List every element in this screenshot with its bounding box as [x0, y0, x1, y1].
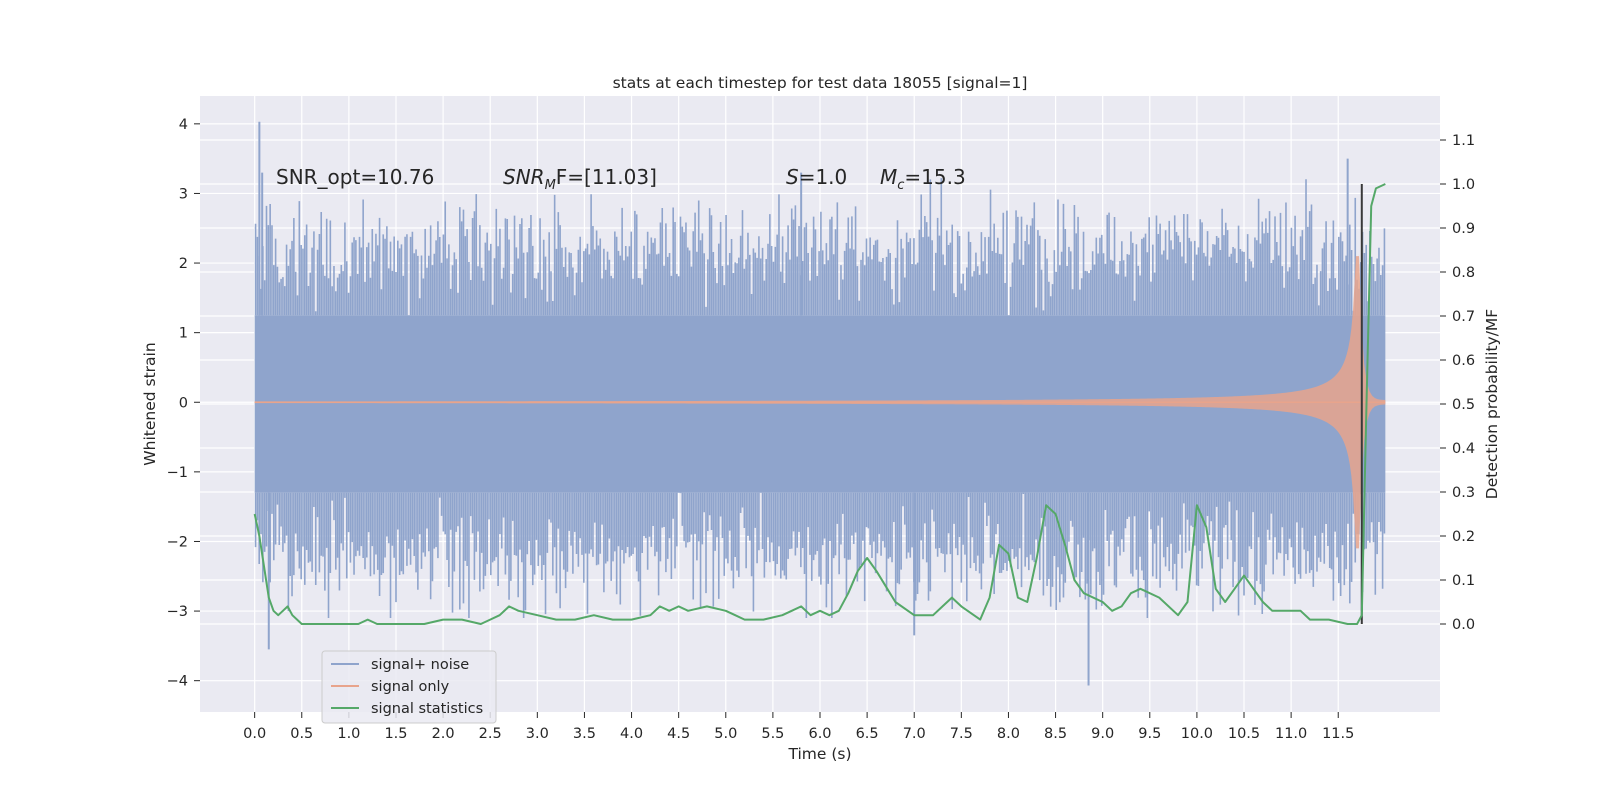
- x-tick-label: 1.0: [337, 726, 360, 742]
- x-tick-label: 0.0: [243, 726, 266, 742]
- y-right-tick-label: 0.0: [1452, 617, 1475, 633]
- x-tick-label: 3.5: [573, 726, 596, 742]
- x-tick-label: 3.0: [526, 726, 549, 742]
- annotation-mc-sub: c: [897, 178, 904, 193]
- x-tick-label: 5.5: [761, 726, 784, 742]
- y-axis-left-label: Whitened strain: [141, 342, 159, 465]
- y-right-tick-label: 0.9: [1452, 221, 1475, 237]
- y-right-tick-label: 0.2: [1452, 529, 1475, 545]
- y-left-tick-label: −4: [167, 674, 188, 690]
- y-right-tick-label: 0.4: [1452, 441, 1475, 457]
- annotation-s: S=1.0: [786, 165, 847, 189]
- signal-only-series: [254, 254, 1386, 551]
- annotation-snr-opt: SNR_opt=10.76: [276, 165, 434, 189]
- x-tick-label: 6.0: [808, 726, 831, 742]
- y-right-tick-label: 0.5: [1452, 397, 1475, 413]
- x-tick-label: 2.0: [432, 726, 455, 742]
- x-tick-label: 11.5: [1322, 726, 1354, 742]
- annotation-s-value: =1.0: [799, 165, 848, 189]
- y-right-tick-label: 0.6: [1452, 353, 1475, 369]
- x-axis-label: Time (s): [787, 745, 851, 763]
- x-tick-label: 4.5: [667, 726, 690, 742]
- x-tick-label: 0.5: [290, 726, 313, 742]
- x-tick-label: 8.5: [1044, 726, 1067, 742]
- y-left-tick-label: −1: [167, 465, 188, 481]
- annotation-snr-mf-sub: M: [545, 178, 556, 193]
- annotation-snr-mf-value: F=[11.03]: [556, 165, 657, 189]
- x-tick-label: 5.0: [714, 726, 737, 742]
- annotation-mc-value: =15.3: [904, 165, 965, 189]
- legend-label-signal: signal only: [371, 679, 450, 695]
- y-right-tick-label: 0.1: [1452, 573, 1475, 589]
- y-left-tick-label: 0: [179, 395, 188, 411]
- y-right-tick-label: 0.3: [1452, 485, 1475, 501]
- x-tick-label: 9.5: [1138, 726, 1161, 742]
- annotation-s-var: S: [786, 165, 799, 189]
- legend: signal+ noise signal only signal statist…: [321, 650, 497, 724]
- x-tick-label: 8.0: [997, 726, 1020, 742]
- y-left-tick-label: 2: [179, 256, 188, 272]
- statistics-series: [253, 183, 1386, 625]
- x-tick-label: 10.0: [1181, 726, 1213, 742]
- annotation-snr-mf-main: SNR: [503, 165, 545, 189]
- y-left-tick-label: −2: [167, 534, 188, 550]
- legend-label-noise: signal+ noise: [371, 657, 469, 673]
- x-tick-label: 1.5: [384, 726, 407, 742]
- annotation-mc-var: M: [880, 165, 897, 189]
- x-tick-label: 11.0: [1275, 726, 1307, 742]
- chart-title: stats at each timestep for test data 180…: [613, 74, 1028, 92]
- legend-box: [321, 650, 497, 724]
- legend-label-statistics: signal statistics: [371, 701, 483, 717]
- y-right-tick-label: 1.1: [1452, 133, 1475, 149]
- statistics-line: [253, 183, 1386, 625]
- x-tick-label: 6.5: [856, 726, 879, 742]
- annotation-snr-mf: SNRMF=[11.03]: [503, 165, 657, 193]
- x-tick-label: 7.5: [950, 726, 973, 742]
- x-tick-label: 7.0: [903, 726, 926, 742]
- y-right-tick-label: 1.0: [1452, 177, 1475, 193]
- y-left-tick-label: −3: [167, 604, 188, 620]
- y-left-tick-label: 4: [179, 117, 188, 133]
- ticks: 0.0 0.5 1.0 1.5 2.0 2.5 3.0 3.5 4.0 4.5 5.0 5.5 6.0 6…: [167, 117, 1475, 742]
- y-left-tick-label: 3: [179, 186, 188, 202]
- x-tick-label: 9.0: [1091, 726, 1114, 742]
- x-tick-label: 10.5: [1228, 726, 1260, 742]
- y-left-tick-label: 1: [179, 326, 188, 342]
- y-right-tick-label: 0.8: [1452, 265, 1475, 281]
- y-right-tick-label: 0.7: [1452, 309, 1475, 325]
- x-tick-label: 2.5: [479, 726, 502, 742]
- y-axis-right-label: Detection probability/MF: [1483, 309, 1501, 500]
- annotation-mc: Mc=15.3: [880, 165, 966, 193]
- x-tick-label: 4.0: [620, 726, 643, 742]
